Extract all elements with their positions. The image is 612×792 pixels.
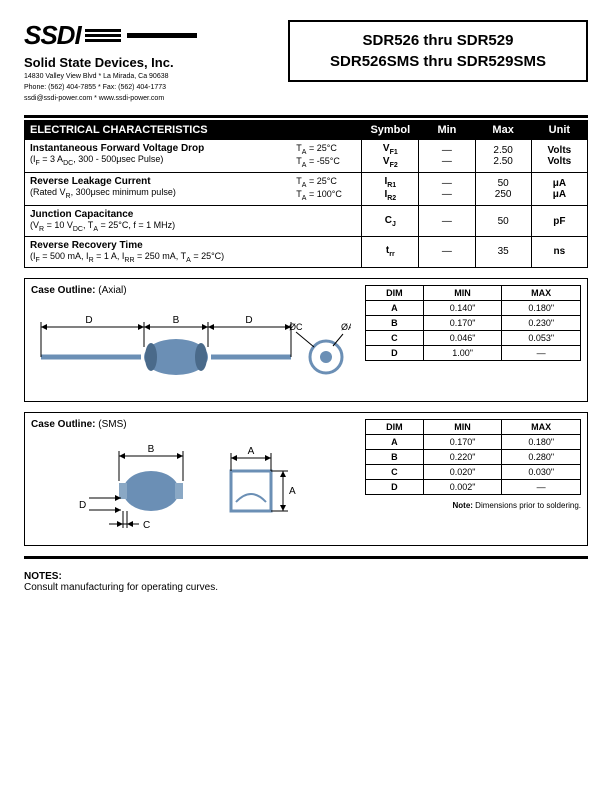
divider	[24, 556, 588, 559]
company-name: Solid State Devices, Inc.	[24, 55, 274, 70]
svg-text:B: B	[148, 444, 155, 455]
axial-dims-table: DIMMINMAX A0.140"0.180" B0.170"0.230" C0…	[365, 285, 581, 361]
col-max: Max	[475, 121, 531, 140]
param-cond: (Rated VR, 300μsec minimum pulse)	[30, 187, 176, 197]
notes-heading: NOTES:	[24, 571, 62, 582]
svg-text:D: D	[245, 315, 252, 326]
max-cell: 50	[475, 206, 531, 237]
symbol-cell: CJ	[362, 206, 419, 237]
svg-text:C: C	[143, 520, 150, 531]
unit-cell: ns	[531, 237, 587, 268]
address-line1: 14830 Valley View Blvd * La Mirada, Ca 9…	[24, 72, 274, 81]
col-symbol: Symbol	[362, 121, 419, 140]
axial-diagram: D B D ØC ØA	[31, 302, 359, 395]
logo-bars-icon	[85, 29, 121, 42]
case-sms-box: Case Outline: (SMS) B	[24, 412, 588, 546]
unit-cell: pF	[531, 206, 587, 237]
param-cond: (VR = 10 VDC, TA = 25°C, f = 1 MHz)	[30, 220, 175, 230]
table-row: Junction Capacitance (VR = 10 VDC, TA = …	[25, 206, 588, 237]
svg-text:D: D	[79, 500, 86, 511]
param-name: Junction Capacitance	[30, 209, 133, 220]
table-row: Reverse Recovery Time (IF = 500 mA, IR =…	[25, 237, 588, 268]
case-sms-title: Case Outline: (SMS)	[31, 419, 359, 430]
title-line1: SDR526 thru SDR529	[306, 30, 570, 51]
page-header: SSDI Solid State Devices, Inc. 14830 Val…	[24, 20, 588, 103]
unit-cell: VoltsVolts	[531, 140, 587, 173]
address-line3: ssdi@ssdi-power.com * www.ssdi-power.com	[24, 94, 274, 103]
logo-text: SSDI	[24, 20, 81, 51]
param-cond: (IF = 500 mA, IR = 1 A, IRR = 250 mA, TA…	[30, 251, 224, 261]
table-heading: ELECTRICAL CHARACTERISTICS	[25, 121, 362, 140]
header-left: SSDI Solid State Devices, Inc. 14830 Val…	[24, 20, 274, 103]
min-cell: ——	[419, 140, 475, 173]
svg-text:B: B	[173, 315, 180, 326]
svg-text:ØC: ØC	[289, 322, 303, 332]
notes-section: NOTES: Consult manufacturing for operati…	[24, 571, 588, 593]
max-cell: 35	[475, 237, 531, 268]
logo-dash-icon	[127, 33, 197, 38]
symbol-cell: trr	[362, 237, 419, 268]
case-axial-box: Case Outline: (Axial) D	[24, 278, 588, 402]
symbol-cell: IR1IR2	[362, 173, 419, 206]
param-name: Instantaneous Forward Voltage Drop	[30, 143, 204, 154]
param-cond: (IF = 3 ADC, 300 - 500μsec Pulse)	[30, 154, 163, 164]
col-unit: Unit	[531, 121, 587, 140]
param-name: Reverse Leakage Current	[30, 176, 151, 187]
svg-text:D: D	[85, 315, 92, 326]
part-title-box: SDR526 thru SDR529 SDR526SMS thru SDR529…	[288, 20, 588, 82]
min-cell: —	[419, 206, 475, 237]
sms-diagram: B C D A	[31, 436, 359, 539]
svg-text:A: A	[248, 446, 255, 457]
svg-text:A: A	[289, 486, 296, 497]
table-row: TA = 25°CTA = -55°C Instantaneous Forwar…	[25, 140, 588, 173]
notes-text: Consult manufacturing for operating curv…	[24, 582, 218, 593]
table-row: TA = 25°CTA = 100°C Reverse Leakage Curr…	[25, 173, 588, 206]
max-cell: 2.502.50	[475, 140, 531, 173]
max-cell: 50250	[475, 173, 531, 206]
address-line2: Phone: (562) 404-7855 * Fax: (562) 404-1…	[24, 83, 274, 92]
electrical-table: ELECTRICAL CHARACTERISTICS Symbol Min Ma…	[24, 120, 588, 268]
svg-text:ØA: ØA	[341, 322, 351, 332]
divider	[24, 115, 588, 118]
col-min: Min	[419, 121, 475, 140]
min-cell: ——	[419, 173, 475, 206]
min-cell: —	[419, 237, 475, 268]
logo: SSDI	[24, 20, 274, 51]
symbol-cell: VF1VF2	[362, 140, 419, 173]
case-axial-title: Case Outline: (Axial)	[31, 285, 359, 296]
param-name: Reverse Recovery Time	[30, 240, 143, 251]
sms-note: Note: Dimensions prior to soldering.	[365, 501, 581, 510]
sms-dims-table: DIMMINMAX A0.170"0.180" B0.220"0.280" C0…	[365, 419, 581, 495]
title-line2: SDR526SMS thru SDR529SMS	[306, 51, 570, 72]
unit-cell: μAμA	[531, 173, 587, 206]
